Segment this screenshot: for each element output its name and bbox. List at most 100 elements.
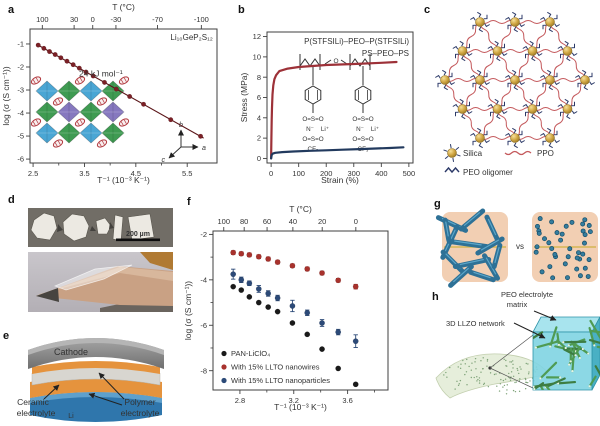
llto-nanoparticle	[569, 219, 575, 225]
top-axis-title: T (°C)	[112, 2, 135, 12]
x-tick-label: 3.2	[289, 396, 299, 405]
particle-blob	[95, 217, 112, 235]
silica-particle	[475, 75, 485, 85]
panel-g-letter: g	[434, 198, 441, 210]
panel-b-letter: b	[238, 4, 245, 16]
llto-nanoparticle	[565, 275, 570, 281]
data-point	[246, 280, 253, 287]
polymer-electrolyte-label-line2: electrolyte	[121, 408, 160, 418]
llto-nanoparticle	[552, 252, 558, 257]
y-tick-label: 6	[257, 93, 261, 102]
panel-a-crystal-inset: bac	[30, 76, 206, 164]
top-tick-label: 30	[70, 15, 78, 24]
llto-nanoparticle	[547, 264, 553, 270]
cf3-label: CF₃	[308, 146, 319, 153]
panel-c-legend-icons	[443, 144, 532, 174]
data-point	[90, 73, 96, 79]
ether-oxygen-label: O	[333, 58, 338, 65]
data-point	[335, 277, 342, 284]
particle-blob	[30, 212, 58, 241]
silica-particle	[527, 104, 538, 114]
llto-nanoparticle	[582, 240, 587, 246]
octahedron	[101, 101, 125, 123]
silica-particle	[510, 75, 520, 85]
llto-nanoparticle	[537, 216, 543, 222]
ceramic-callout-arrow	[43, 384, 60, 400]
llto-nanoparticle	[582, 217, 588, 223]
llto-nanoparticle	[576, 250, 581, 256]
legend-label: P(STFSILi)–PEO–P(STFSILi)	[304, 37, 409, 46]
llto-nanoparticle	[559, 231, 565, 237]
polymer-callout-arrow-1	[98, 372, 125, 400]
data-point	[289, 320, 296, 326]
llto-nanoparticle	[574, 266, 580, 272]
series-PAN-LiClO₄	[230, 283, 359, 388]
peo-matrix-label-line1: PEO electrolyte	[501, 290, 553, 299]
vs-label: vs	[516, 242, 524, 251]
labels-layer: a b c d e f g h Silica PPO PEO oligomer …	[3, 4, 554, 420]
x-tick-label: 200	[320, 169, 333, 178]
silica-particle	[545, 17, 555, 27]
data-point	[246, 293, 253, 300]
scale-bar	[116, 238, 160, 242]
benzene-ring	[304, 85, 322, 105]
li-ion	[118, 118, 130, 127]
panel-f-chart: 2.8 3.2 3.6 -8 -6 -4 -2 100 80 60 40 20 0 T (°C) T⁻¹ (…	[183, 204, 389, 412]
optical-micrograph	[28, 208, 173, 247]
top-tick-label: 80	[240, 217, 248, 226]
polymer-electrolyte-label-line1: Polymer	[124, 397, 155, 407]
panel-e-battery-schematic	[28, 338, 164, 422]
particle-blob	[112, 214, 124, 242]
x-tick-label: 300	[348, 169, 361, 178]
li-ion	[52, 139, 64, 148]
llto-nanoparticle	[580, 251, 586, 257]
legend-label: PS–PEO–PS	[362, 49, 409, 58]
x-tick-label: 3.6	[342, 396, 352, 405]
octahedron	[57, 80, 81, 102]
llto-nanoparticle	[582, 232, 588, 238]
octahedron	[79, 80, 103, 102]
nitrogen-label: N⁻	[306, 126, 314, 133]
data-point	[352, 283, 359, 290]
li-anode-label: Li	[68, 413, 74, 420]
top-tick-label: 100	[36, 15, 49, 24]
llto-nanoparticle	[567, 246, 573, 252]
data-point	[246, 251, 253, 258]
llto-nanoparticle	[549, 219, 555, 225]
legend-marker	[221, 350, 227, 357]
li-ion	[52, 97, 64, 106]
octahedron	[101, 80, 125, 102]
llto-nanoparticle	[542, 236, 547, 242]
panel-g-comparison	[435, 208, 598, 288]
panel-e-letter: e	[3, 330, 9, 342]
x-axis-title: T⁻¹ (10⁻³ K⁻¹)	[274, 402, 327, 412]
llto-nanowire	[468, 269, 496, 283]
data-point	[274, 308, 281, 315]
data-point	[335, 329, 342, 336]
axis-a-label: a	[202, 145, 206, 152]
legend-label: With 15% LLTO nanowires	[231, 363, 320, 372]
data-point	[238, 276, 245, 283]
silica-particle	[475, 133, 485, 143]
llto-nanoparticle	[587, 229, 593, 235]
polymer-layer-thin	[32, 361, 160, 374]
top-axis-title: T (°C)	[289, 204, 312, 214]
electrolyte-film	[54, 264, 133, 291]
ceramic-electrolyte-label-line1: Ceramic	[17, 397, 49, 407]
fit-line	[35, 43, 204, 139]
panel-h-letter: h	[432, 291, 439, 303]
li-ion	[118, 76, 130, 85]
plot-frame	[212, 230, 389, 391]
particle-blob	[62, 213, 90, 242]
y-axis-title: Stress (MPa)	[239, 73, 249, 123]
membrane-photo	[28, 252, 173, 312]
li-ion	[30, 76, 42, 85]
octahedron	[35, 122, 59, 144]
y-tick-label: -3	[17, 86, 24, 95]
llto-nanowire	[452, 256, 492, 270]
data-point	[230, 271, 237, 278]
llzo-callout-arrow	[513, 322, 546, 339]
data-point	[76, 65, 82, 71]
y-tick-label: -4	[17, 109, 24, 118]
panel-d-images	[28, 208, 173, 312]
